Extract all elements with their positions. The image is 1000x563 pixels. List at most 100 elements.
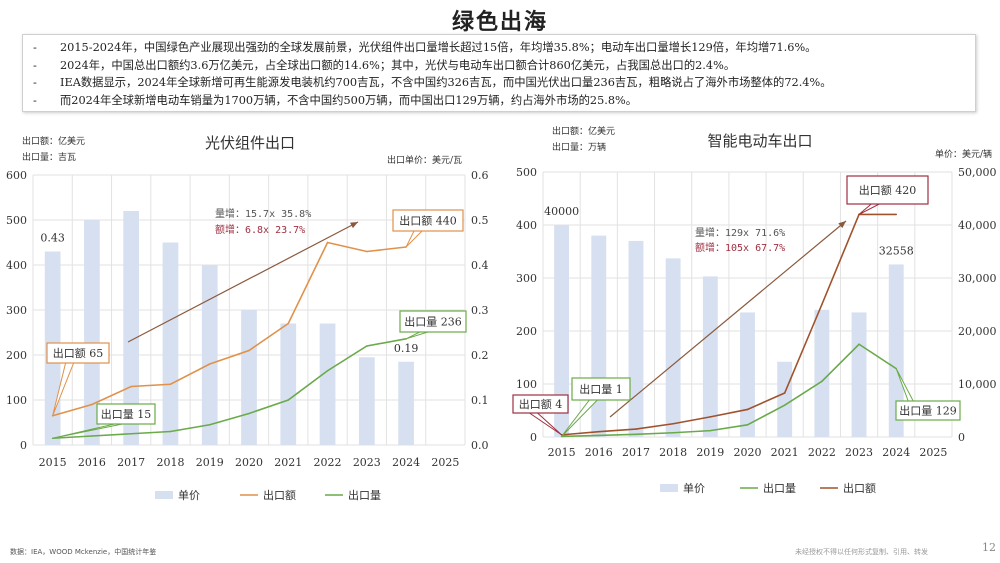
line-point <box>91 435 93 437</box>
left-tick-label: 0 <box>530 431 537 444</box>
left-tick-label: 500 <box>516 166 537 179</box>
callout-label: 出口量 15 <box>101 407 152 421</box>
legend-swatch-bar <box>155 491 173 499</box>
line-point <box>208 363 211 365</box>
x-tick-label: 2025 <box>431 456 459 469</box>
x-tick-label: 2020 <box>235 456 263 469</box>
line-出口量 <box>561 343 897 438</box>
line-point <box>130 385 132 388</box>
legend-label: 单价 <box>683 482 705 495</box>
callout-pointer <box>405 230 424 248</box>
line-point <box>326 369 329 372</box>
left-tick-label: 300 <box>6 304 27 317</box>
right-tick-label: 20,000 <box>958 325 997 338</box>
x-tick-label: 2016 <box>78 456 106 469</box>
x-tick-label: 2015 <box>39 456 67 469</box>
bar-2020 <box>740 312 755 437</box>
callout-box <box>846 175 929 205</box>
line-point <box>248 349 250 352</box>
left-tick-label: 100 <box>6 394 27 407</box>
x-tick-label: 2017 <box>622 446 650 459</box>
line-point <box>635 433 637 436</box>
legend-label: 出口量 <box>348 488 381 502</box>
bar-2016 <box>591 235 607 437</box>
line-point <box>821 380 823 383</box>
right-tick-label: 0.4 <box>471 259 489 272</box>
legend-label: 出口量 <box>763 481 796 495</box>
left-tick-label: 200 <box>516 325 537 338</box>
line-point <box>287 399 290 401</box>
right-tick-label: 0.3 <box>471 304 489 317</box>
x-tick-label: 2023 <box>845 446 873 459</box>
line-出口量 <box>52 338 407 440</box>
line-point <box>169 430 172 433</box>
line-point <box>821 303 823 306</box>
callout-box <box>96 403 156 425</box>
line-出口额 <box>561 213 897 436</box>
page-title: 绿色出海 <box>451 10 548 35</box>
right-tick-label: 0.0 <box>471 439 489 452</box>
line-point <box>709 416 712 418</box>
value-growth-text: 额增：6.8x 23.7% <box>215 223 305 236</box>
line-point <box>783 404 786 407</box>
right-tick-label: 0.1 <box>471 394 489 407</box>
legend-label: 单价 <box>178 489 200 502</box>
right-tick-label: 30,000 <box>958 272 997 285</box>
right-tick-label: 0 <box>958 431 965 444</box>
x-tick-label: 2021 <box>274 456 302 469</box>
line-point <box>597 430 600 433</box>
line-point <box>91 403 93 406</box>
line-point <box>709 429 712 432</box>
line-point <box>858 343 860 346</box>
callout-box <box>392 209 464 232</box>
left-tick-label: 100 <box>516 378 537 391</box>
line-point <box>635 428 637 430</box>
right-tick-label: 10,000 <box>958 378 997 391</box>
bar-2016 <box>84 220 100 445</box>
bar-2022 <box>319 323 336 445</box>
left-tick-label: 600 <box>6 169 27 182</box>
summary-box: 2015-2024年，中国绿色产业展现出强劲的全球发展前景，光伏组件出口量增长超… <box>22 34 976 112</box>
x-tick-label: 2023 <box>353 456 381 469</box>
callout-label: 出口额 4 <box>519 397 563 411</box>
bar-data-label: 32558 <box>879 244 914 257</box>
legend-label: 出口额 <box>263 488 296 502</box>
x-tick-label: 2022 <box>314 456 342 469</box>
x-tick-label: 2019 <box>196 456 224 469</box>
right-axis-unit: 单价：美元/辆 <box>935 148 992 160</box>
arrow-head-icon <box>350 222 358 229</box>
line-出口额 <box>52 241 407 417</box>
bar-2020 <box>241 310 257 445</box>
x-tick-label: 2021 <box>771 446 799 459</box>
bullet-item: 2015-2024年，中国绿色产业展现出强劲的全球发展前景，光伏组件出口量增长超… <box>23 39 975 57</box>
line-point <box>326 241 329 244</box>
callout-label: 出口额 440 <box>399 214 457 228</box>
line-point <box>783 392 786 394</box>
x-tick-label: 2022 <box>808 446 836 459</box>
left-axis-unit: 出口额：亿美元 <box>552 125 615 137</box>
chart-title: 光伏组件出口 <box>205 134 295 152</box>
line-point <box>746 424 749 426</box>
bar-2018 <box>162 242 179 445</box>
callout-pointer <box>858 203 880 215</box>
arrow-head-icon <box>838 221 846 229</box>
x-tick-label: 2020 <box>734 446 762 459</box>
left-axis-unit: 出口额：亿美元 <box>22 135 85 147</box>
bar-2019 <box>702 276 718 437</box>
callout-box <box>46 342 110 364</box>
line-point <box>672 422 674 425</box>
line-point <box>169 383 172 386</box>
line-point <box>366 345 368 347</box>
line-point <box>248 412 250 415</box>
callout-box <box>571 377 631 401</box>
callout-label: 出口量 129 <box>899 404 957 418</box>
callout-label: 出口额 420 <box>859 183 917 197</box>
legend-swatch-bar <box>660 484 678 492</box>
right-tick-label: 0.2 <box>471 349 489 362</box>
growth-arrow <box>127 221 359 343</box>
callout-pointer <box>405 331 428 340</box>
callout-label: 出口量 1 <box>579 382 623 396</box>
line-point <box>597 434 600 437</box>
x-tick-label: 2024 <box>882 446 910 459</box>
